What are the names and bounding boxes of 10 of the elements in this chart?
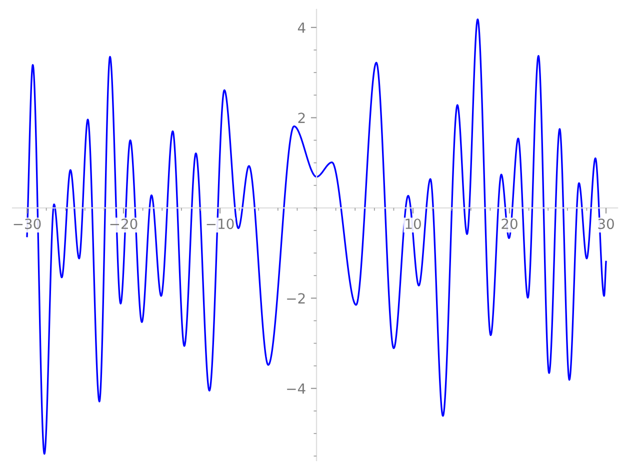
x-tick-label: −10 [206, 218, 234, 230]
x-tick-label: −20 [110, 218, 138, 230]
x-tick-label: 30 [598, 218, 614, 230]
y-tick-label: 4 [298, 22, 306, 33]
x-tick-label: 10 [406, 218, 421, 230]
x-tick-label: 20 [502, 218, 518, 230]
y-tick-label: 2 [298, 112, 305, 123]
x-tick-label: −30 [14, 218, 41, 230]
y-tick-label: −2 [287, 293, 305, 304]
y-tick-label: −4 [287, 384, 306, 394]
